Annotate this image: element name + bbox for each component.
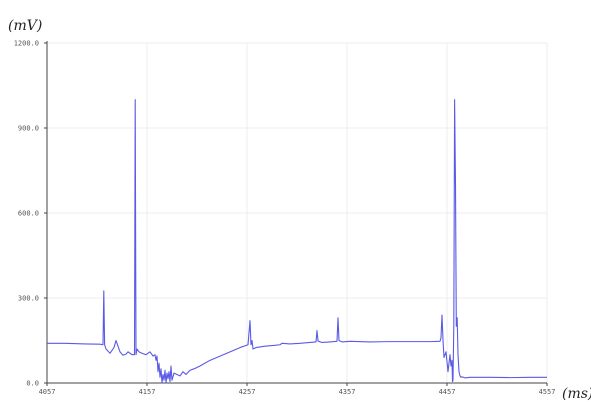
grid-lines xyxy=(47,42,548,383)
y-tick-label: 300.0 xyxy=(18,295,39,303)
y-tick-label: 600.0 xyxy=(18,210,39,218)
y-tick-label: 900.0 xyxy=(18,125,39,133)
x-tick-label: 4057 xyxy=(39,388,56,396)
x-tick-label: 4557 xyxy=(539,388,556,396)
y-tick-label: 0.0 xyxy=(26,380,39,388)
axes xyxy=(44,41,548,386)
x-tick-label: 4357 xyxy=(339,388,356,396)
y-axis-label: (mV) xyxy=(8,18,42,34)
x-tick-label: 4157 xyxy=(139,388,156,396)
series-line xyxy=(47,99,547,384)
series-layer xyxy=(47,99,547,384)
y-tick-labels: 0.0 300.0 600.0 900.0 1200.0 xyxy=(14,40,39,388)
y-tick-label: 1200.0 xyxy=(14,40,39,48)
x-tick-label: 4257 xyxy=(239,388,256,396)
x-axis-label: (ms) xyxy=(562,386,591,402)
x-tick-labels: 4057 4157 4257 4357 4457 4557 xyxy=(39,388,556,396)
x-tick-label: 4457 xyxy=(439,388,456,396)
